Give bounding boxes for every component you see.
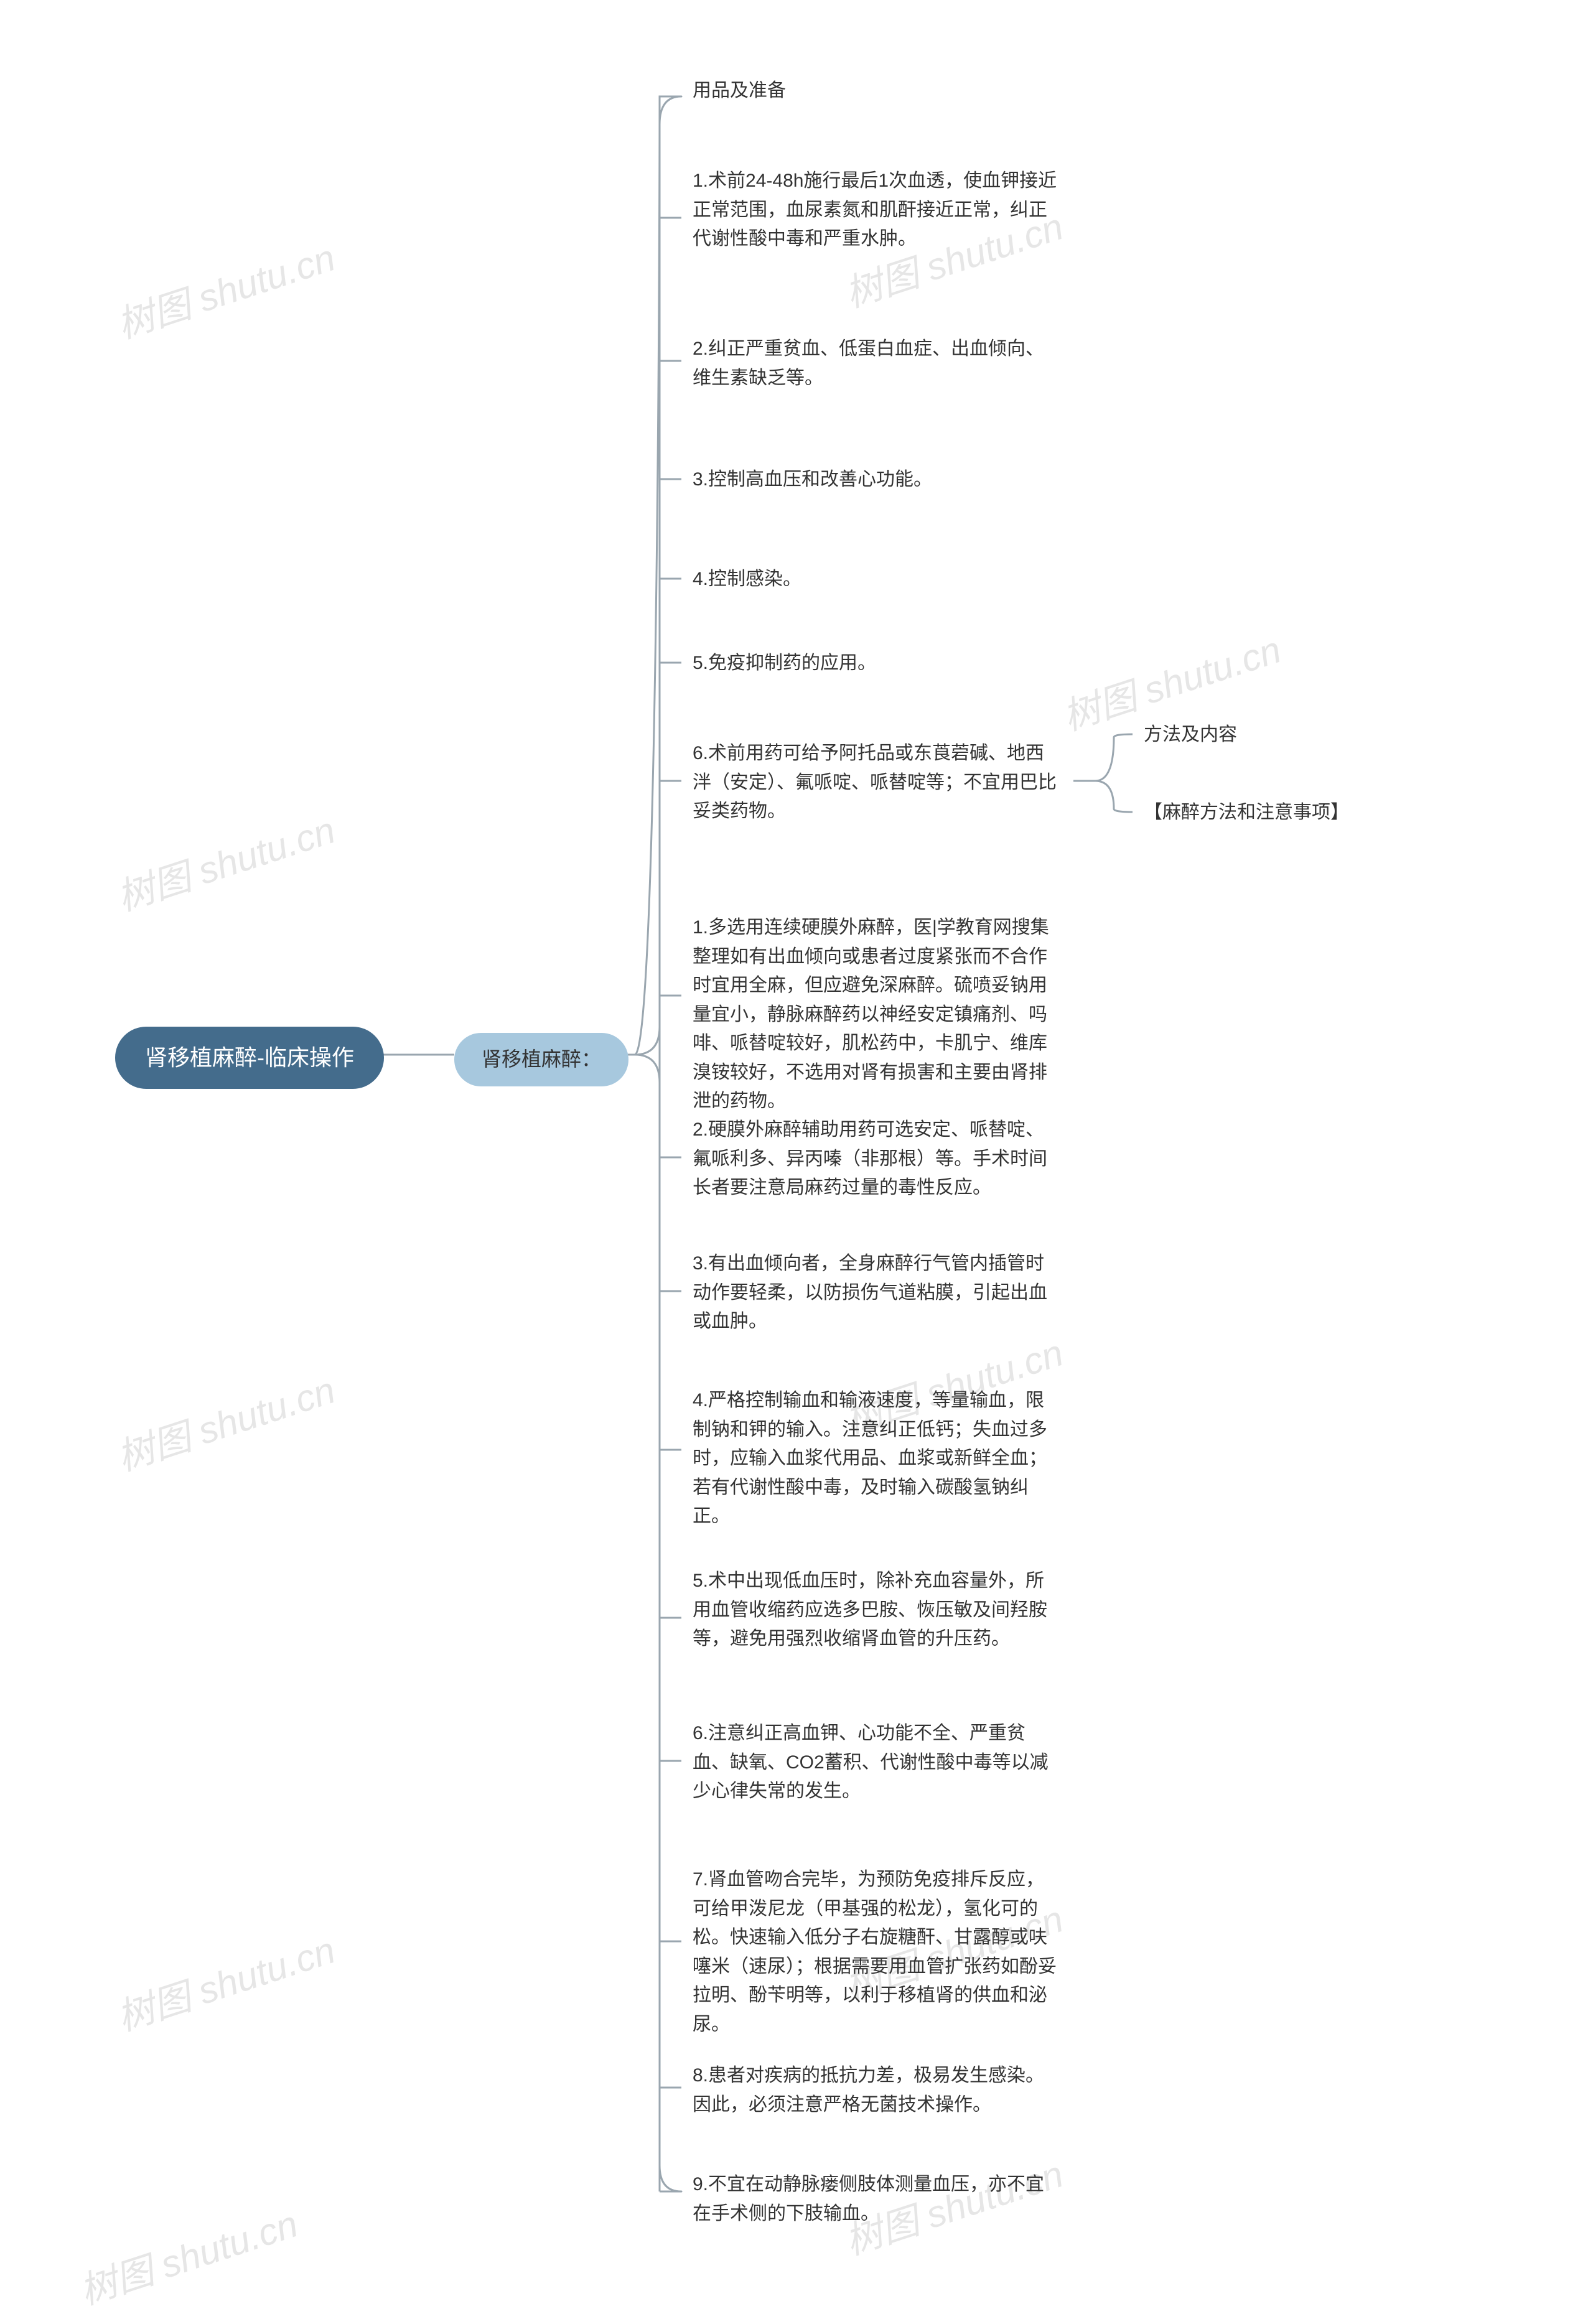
child-node: 方法及内容 [1133,716,1248,755]
leaf-text: 7.肾血管吻合完毕，为预防免疫排斥反应，可给甲泼尼龙（甲基强的松龙），氢化可的松… [693,1865,1062,2039]
child-text: 方法及内容 [1144,721,1237,750]
leaf-node: 4.严格控制输血和输液速度，等量输血，限制钠和钾的输入。注意纠正低钙；失血过多时… [681,1381,1073,1536]
leaf-text: 1.术前24-48h施行最后1次血透，使血钾接近正常范围，血尿素氮和肌酐接近正常… [693,167,1062,254]
leaf-node: 1.多选用连续硬膜外麻醉，医|学教育网搜集整理如有出血倾向或患者过度紧张而不合作… [681,908,1073,1121]
leaf-node: 用品及准备 [681,72,797,111]
watermark: 树图 shutu.cn [72,2194,304,2315]
leaf-text: 6.术前用药可给予阿托品或东莨菪碱、地西泮（安定）、氟哌啶、哌替啶等；不宜用巴比… [693,739,1062,826]
leaf-text: 8.患者对疾病的抵抗力差，极易发生感染。因此，必须注意严格无菌技术操作。 [693,2061,1062,2119]
leaf-node: 4.控制感染。 [681,560,813,599]
root-node: 肾移植麻醉-临床操作 [115,1027,384,1089]
leaf-text: 2.纠正严重贫血、低蛋白血症、出血倾向、维生素缺乏等。 [693,335,1062,393]
watermark: 树图 shutu.cn [109,1920,341,2042]
leaf-text: 3.有出血倾向者，全身麻醉行气管内插管时动作要轻柔，以防损伤气道粘膜，引起出血或… [693,1249,1062,1337]
watermark: 树图 shutu.cn [109,1360,341,1482]
leaf-text: 5.免疫抑制药的应用。 [693,649,876,678]
leaf-text: 6.注意纠正高血钾、心功能不全、严重贫血、缺氧、CO2蓄积、代谢性酸中毒等以减少… [693,1719,1062,1806]
leaf-node: 2.硬膜外麻醉辅助用药可选安定、哌替啶、氟哌利多、异丙嗪（非那根）等。手术时间长… [681,1111,1073,1208]
leaf-text: 4.严格控制输血和输液速度，等量输血，限制钠和钾的输入。注意纠正低钙；失血过多时… [693,1386,1062,1531]
watermark: 树图 shutu.cn [109,228,341,349]
branch-node: 肾移植麻醉： [454,1033,628,1086]
leaf-text: 4.控制感染。 [693,565,801,594]
watermark: 树图 shutu.cn [109,800,341,922]
branch-label: 肾移植麻醉： [482,1044,601,1075]
leaf-text: 9.不宜在动静脉瘘侧肢体测量血压，亦不宜在手术侧的下肢输血。 [693,2170,1062,2228]
leaf-text: 5.术中出现低血压时，除补充血容量外，所用血管收缩药应选多巴胺、恢压敏及间羟胺等… [693,1567,1062,1654]
child-text: 【麻醉方法和注意事项】 [1144,798,1349,828]
leaf-node: 2.纠正严重贫血、低蛋白血症、出血倾向、维生素缺乏等。 [681,330,1073,398]
leaf-text: 用品及准备 [693,77,786,106]
leaf-node: 7.肾血管吻合完毕，为预防免疫排斥反应，可给甲泼尼龙（甲基强的松龙），氢化可的松… [681,1860,1073,2044]
leaf-node: 3.控制高血压和改善心功能。 [681,460,943,500]
leaf-text: 1.多选用连续硬膜外麻醉，医|学教育网搜集整理如有出血倾向或患者过度紧张而不合作… [693,913,1062,1116]
leaf-node: 5.术中出现低血压时，除补充血容量外，所用血管收缩药应选多巴胺、恢压敏及间羟胺等… [681,1562,1073,1659]
leaf-node: 6.术前用药可给予阿托品或东莨菪碱、地西泮（安定）、氟哌啶、哌替啶等；不宜用巴比… [681,734,1073,831]
leaf-node: 5.免疫抑制药的应用。 [681,644,887,683]
root-label: 肾移植麻醉-临床操作 [145,1040,354,1075]
leaf-node: 1.术前24-48h施行最后1次血透，使血钾接近正常范围，血尿素氮和肌酐接近正常… [681,162,1073,259]
leaf-text: 2.硬膜外麻醉辅助用药可选安定、哌替啶、氟哌利多、异丙嗪（非那根）等。手术时间长… [693,1116,1062,1203]
leaf-node: 3.有出血倾向者，全身麻醉行气管内插管时动作要轻柔，以防损伤气道粘膜，引起出血或… [681,1244,1073,1342]
leaf-node: 8.患者对疾病的抵抗力差，极易发生感染。因此，必须注意严格无菌技术操作。 [681,2056,1073,2124]
child-node: 【麻醉方法和注意事项】 [1133,793,1360,833]
leaf-node: 9.不宜在动静脉瘘侧肢体测量血压，亦不宜在手术侧的下肢输血。 [681,2165,1073,2233]
leaf-node: 6.注意纠正高血钾、心功能不全、严重贫血、缺氧、CO2蓄积、代谢性酸中毒等以减少… [681,1714,1073,1811]
leaf-text: 3.控制高血压和改善心功能。 [693,465,932,495]
